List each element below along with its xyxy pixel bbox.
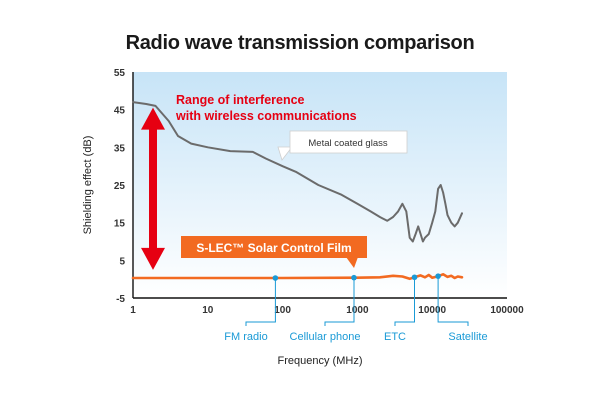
x-tick-label: 1 [130, 305, 136, 316]
category-leader-cellular-phone [324, 277, 355, 326]
category-marker-fm-radio [272, 275, 279, 281]
metal-coated-glass-line [132, 101, 463, 243]
category-marker-satellite [435, 273, 441, 279]
range-annotation-line1: Range of interference [176, 93, 305, 107]
x-tick-label: 10000 [418, 305, 446, 316]
range-annotation-line2: with wireless communications [175, 109, 357, 123]
range-arrow-head-up [141, 107, 165, 130]
y-tick-label: 45 [114, 106, 126, 117]
solar-film-line [131, 272, 464, 281]
category-label-cellular-phone: Cellular phone [290, 331, 361, 343]
chart-title: Radio wave transmission comparison [125, 32, 475, 54]
category-leader-fm-radio [245, 278, 276, 326]
category-leader-satellite [437, 276, 469, 326]
y-tick-label: 25 [114, 181, 126, 192]
range-arrow-head-down [141, 247, 165, 270]
x-tick-label: 100 [274, 305, 291, 316]
y-tick-label: 15 [114, 219, 126, 230]
y-axis-label: Shielding effect (dB) [82, 136, 94, 235]
metal-callout-pointer [277, 146, 293, 161]
y-tick-label: 35 [114, 143, 126, 154]
y-tick-label: -5 [116, 294, 125, 305]
x-axis-label: Frequency (MHz) [278, 355, 363, 367]
metal-callout-label: Metal coated glass [308, 138, 387, 149]
film-label-text: S-LEC™ Solar Control Film [196, 241, 351, 255]
x-tick-label: 1000 [346, 305, 369, 316]
category-marker-cellular-phone [351, 274, 357, 281]
category-leader-etc [394, 277, 415, 326]
x-tick-label: 100000 [490, 305, 524, 316]
metal-callout-box [289, 130, 408, 154]
x-tick-label: 10 [202, 305, 214, 316]
y-tick-label: 55 [114, 68, 126, 79]
category-label-fm-radio: FM radio [224, 331, 267, 343]
category-marker-etc [411, 274, 418, 281]
y-tick-label: 5 [119, 256, 125, 267]
film-label-box [181, 236, 367, 258]
category-label-etc: ETC [384, 331, 406, 343]
film-label-pointer [346, 257, 358, 268]
category-label-satellite: Satellite [448, 331, 487, 343]
